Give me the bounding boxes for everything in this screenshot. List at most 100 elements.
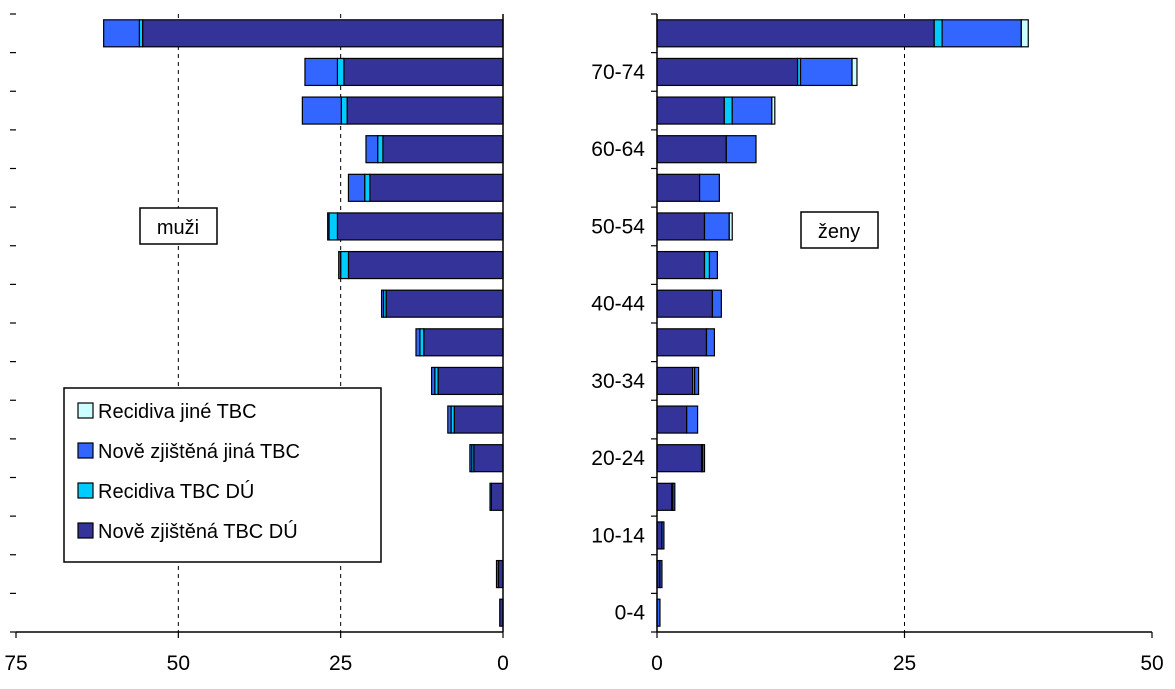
bar-segment (447, 405, 452, 434)
bar-segment (656, 212, 706, 241)
y-category-label: 10-14 (591, 524, 645, 547)
bar-segment (656, 173, 701, 202)
bar-segment (656, 444, 703, 473)
y-category-label: 40-44 (591, 293, 645, 316)
bar-segment (1020, 19, 1029, 48)
legend-label: Nově zjištěná TBC DÚ (98, 520, 298, 543)
bar-segment (365, 135, 379, 164)
bar-segment (708, 250, 718, 280)
bar-segment (340, 96, 348, 125)
x-tick-label: 0 (651, 652, 663, 675)
bar-segment (701, 444, 706, 473)
panel-label-muzi: muži (157, 217, 199, 239)
y-category-label: 50-54 (591, 215, 645, 238)
panel-label-zeny-box: ženy (800, 211, 879, 249)
bar-segment (728, 212, 733, 241)
bar-segment (473, 444, 504, 473)
x-tick-label: 50 (167, 652, 190, 675)
bar-segment (328, 212, 339, 241)
bar-segment (661, 521, 665, 550)
panel-label-muzi-frame (139, 207, 218, 245)
bar-segment (336, 57, 345, 87)
bar-segment (698, 173, 720, 202)
bar-segment (338, 250, 342, 280)
bar-segment (711, 289, 722, 318)
panel-muzi: 75 50 25 0 (4, 13, 509, 675)
bar-segment (659, 559, 663, 589)
panel-zeny: 0-4 10-14 20-24 30-34 40-44 50-54 60-64 70-74 0 2… (591, 13, 1164, 675)
x-tick-label: 25 (893, 652, 916, 675)
bar-segment (656, 96, 725, 125)
legend-label: Nově zjištěná jiná TBC (98, 441, 300, 463)
bar-segment (385, 289, 504, 318)
bar-segment (656, 57, 799, 87)
panel-label-zeny: ženy (818, 221, 860, 243)
legend-swatch (77, 482, 94, 499)
bar-segment (423, 328, 504, 357)
bar-segment (304, 57, 339, 87)
bar-segment (369, 173, 504, 202)
bar-segment (851, 57, 858, 87)
y-category-label: 70-74 (591, 61, 645, 84)
bar-segment (347, 173, 366, 202)
bar-segment (723, 96, 733, 125)
bar-segment (469, 444, 473, 473)
y-category-label: 30-34 (591, 370, 645, 393)
bar-segment (656, 19, 935, 48)
bar-segment (336, 212, 504, 241)
panel-label-zeny-frame (800, 211, 879, 249)
x-tick-label: 0 (497, 652, 509, 675)
bar-segment (430, 366, 436, 396)
bar-segment (725, 135, 757, 164)
bar-segment (415, 328, 421, 357)
bar-segment (495, 559, 500, 589)
bar-segment (364, 173, 371, 202)
x-tick-label: 50 (1140, 652, 1163, 675)
bar-segment (347, 250, 504, 280)
legend-label: Recidiva jiné TBC (98, 401, 257, 423)
bar-segment (103, 19, 140, 48)
bar-segment (301, 96, 342, 125)
bar-segment (343, 57, 504, 87)
bar-segment (453, 405, 504, 434)
bar-segment (380, 289, 385, 318)
bar-segment (941, 19, 1022, 48)
bar-segment (686, 405, 699, 434)
bar-segment (771, 96, 776, 125)
bar-segment (382, 135, 504, 164)
bar-segment (656, 405, 688, 434)
bar-segment (327, 212, 330, 241)
bar-segment (656, 250, 706, 280)
chart-legend: Recidiva jiné TBC Nově zjištěná jiná TBC R… (63, 387, 382, 563)
bar-segment (799, 57, 853, 87)
bar-segment (489, 482, 492, 511)
x-tick-label: 25 (329, 652, 352, 675)
y-category-label: 20-24 (591, 447, 645, 470)
bar-segment (340, 250, 350, 280)
bar-segment (656, 328, 708, 357)
bar-segment (703, 212, 730, 241)
bar-segment (346, 96, 504, 125)
bar-segment (933, 19, 943, 48)
legend-swatch (77, 522, 94, 539)
legend-swatch (77, 402, 94, 419)
bar-segment (703, 250, 711, 280)
bar-segment (694, 366, 700, 396)
bar-segment (377, 135, 384, 164)
legend-label: Recidiva TBC DÚ (98, 480, 254, 503)
bar-segment (490, 482, 504, 511)
bar-segment (437, 366, 504, 396)
legend-swatch (77, 442, 94, 459)
bar-segment (672, 482, 676, 511)
bar-segment (731, 96, 773, 125)
x-tick-label: 75 (4, 652, 27, 675)
bar-segment (656, 135, 727, 164)
bar-segment (656, 289, 714, 318)
bar-segment (705, 328, 716, 357)
bar-segment (142, 19, 504, 48)
legend-frame (63, 387, 382, 563)
bar-segment (656, 366, 694, 396)
y-category-label: 60-64 (591, 138, 645, 161)
